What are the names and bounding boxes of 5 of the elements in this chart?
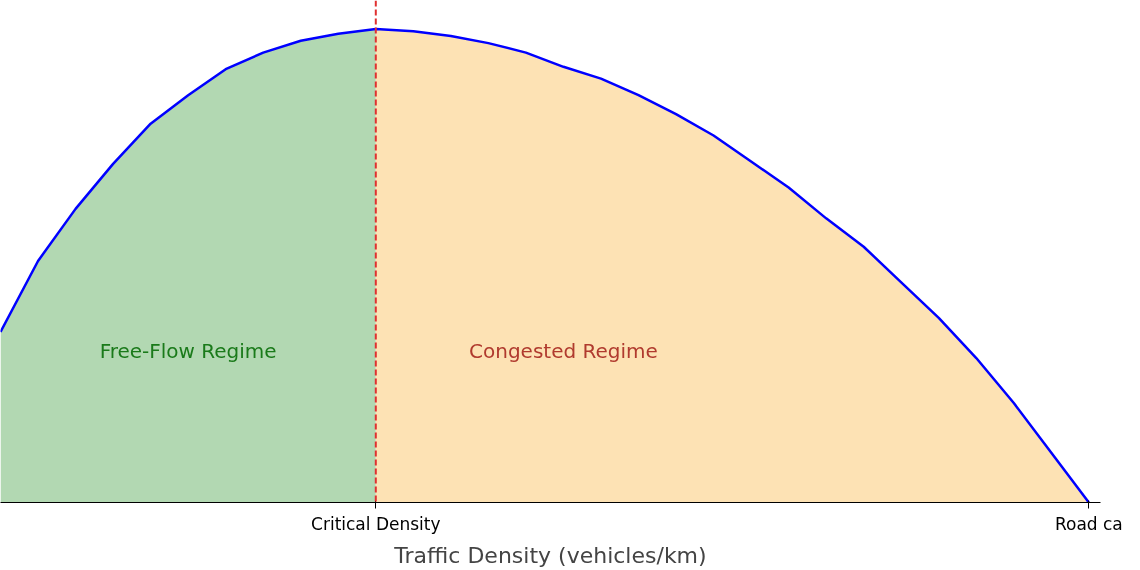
x-tick-label: Critical Density (311, 513, 441, 534)
x-axis-title: Traffic Density (vehicles/km) (393, 542, 707, 568)
x-tick-label: Road ca (1054, 513, 1123, 534)
series-label: Free-Flow Regime (99, 338, 277, 363)
series-label: Congested Regime (469, 338, 658, 363)
